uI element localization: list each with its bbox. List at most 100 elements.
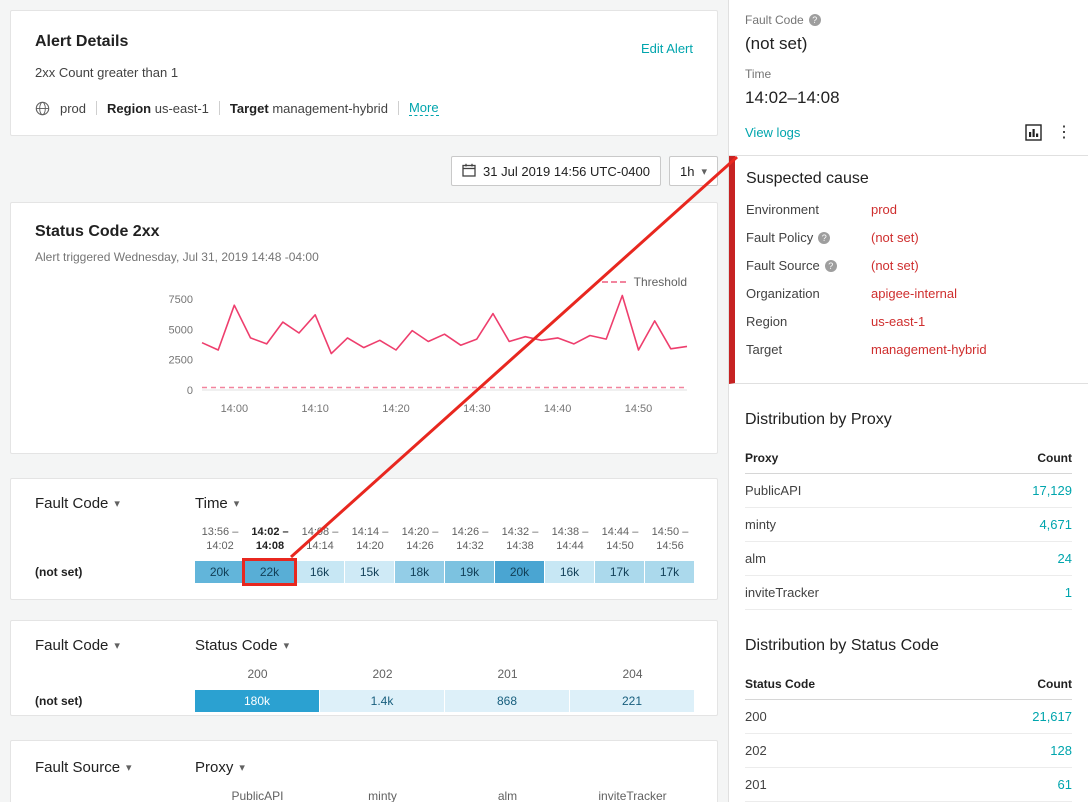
dimension-label: Fault Source — [35, 759, 121, 776]
divider — [96, 101, 98, 115]
fault-code-value: (not set) — [745, 34, 808, 53]
fault-code-dimension-dropdown[interactable]: Fault Code ▾ — [35, 495, 195, 512]
svg-text:14:30: 14:30 — [463, 403, 491, 415]
table-row: inviteTracker 1 — [745, 576, 1072, 610]
alert-condition: 2xx Count greater than 1 — [35, 65, 179, 80]
chevron-down-icon: ▾ — [701, 165, 707, 178]
count-link[interactable]: 21,617 — [1032, 709, 1072, 724]
range-select-button[interactable]: 1h ▾ — [669, 156, 718, 186]
heatmap-column-headers: PublicAPI minty alm inviteTracker — [195, 789, 695, 802]
table-row: 200 21,617 — [745, 700, 1072, 734]
row-label: Region — [746, 314, 788, 329]
distribution-status-title: Distribution by Status Code — [745, 637, 939, 654]
target-item: Target management-hybrid — [230, 101, 388, 116]
table-header-row: Status Code Count — [745, 669, 1072, 700]
heatmap-cell[interactable]: 868 — [445, 689, 569, 712]
column-header-selected: 14:02 –14:08 — [251, 526, 289, 553]
fault-code-status-card: Fault Code ▾ (not set) Status Code ▾ 200… — [10, 620, 718, 716]
suspected-cause-title: Suspected cause — [746, 170, 869, 187]
column-header: Proxy — [745, 451, 779, 465]
chevron-down-icon: ▾ — [114, 498, 120, 510]
fault-source-proxy-card: Fault Source ▾ Proxy ▾ PublicAPI minty a… — [10, 740, 718, 802]
heatmap-cell[interactable]: 17k — [645, 560, 694, 583]
column-header: Status Code — [745, 677, 816, 691]
heatmap-row-dim-column: Fault Code ▾ (not set) — [35, 495, 195, 583]
column-header: 14:08 –14:14 — [301, 526, 339, 553]
distribution-proxy-title: Distribution by Proxy — [745, 411, 892, 428]
svg-text:14:10: 14:10 — [301, 403, 329, 415]
proxy-name: alm — [745, 551, 766, 566]
heatmap-grid: Status Code ▾ 200 202 201 204 180k 1.4k … — [195, 637, 695, 712]
heatmap-cell[interactable]: 180k — [195, 689, 319, 712]
dimension-label: Time — [195, 495, 228, 512]
count-link[interactable]: 128 — [1050, 743, 1072, 758]
heatmap-cell[interactable]: 15k — [345, 560, 394, 583]
proxy-name: inviteTracker — [745, 585, 819, 600]
dimension-label: Fault Code — [35, 495, 109, 512]
proxy-name: PublicAPI — [745, 483, 802, 498]
column-header: 14:32 –14:38 — [501, 526, 539, 553]
heatmap-cell[interactable]: 16k — [295, 560, 344, 583]
chart-title: Status Code 2xx — [35, 223, 160, 240]
count-link[interactable]: 61 — [1057, 777, 1072, 792]
svg-text:7500: 7500 — [169, 294, 193, 306]
svg-text:5000: 5000 — [169, 324, 193, 336]
heatmap-cell[interactable]: 221 — [570, 689, 694, 712]
table-row: minty 4,671 — [745, 508, 1072, 542]
more-link[interactable]: More — [408, 100, 439, 116]
svg-text:14:20: 14:20 — [382, 403, 410, 415]
count-link[interactable]: 24 — [1057, 551, 1072, 566]
heatmap-column-headers: 200 202 201 204 — [195, 667, 695, 683]
heatmap-cell[interactable]: 1.4k — [320, 689, 444, 712]
panel-actions-row: View logs ⋮ — [745, 124, 1072, 141]
fault-code-dimension-dropdown[interactable]: Fault Code ▾ — [35, 637, 195, 654]
chevron-down-icon: ▾ — [233, 498, 240, 510]
count-link[interactable]: 1 — [1064, 585, 1072, 600]
row-label: Environment — [746, 202, 819, 217]
suspected-cause-table: Environment prod Fault Policy? (not set)… — [746, 202, 1072, 357]
column-header: 13:56 –14:02 — [201, 526, 239, 553]
heatmap-cell[interactable]: 20k — [495, 560, 544, 583]
status-code: 201 — [745, 777, 767, 792]
count-link[interactable]: 17,129 — [1032, 483, 1072, 498]
row-value: (not set) — [871, 258, 919, 273]
proxy-dimension-dropdown[interactable]: Proxy ▾ — [195, 759, 245, 776]
heatmap-row-label: (not set) — [35, 564, 83, 579]
time-dimension-dropdown[interactable]: Time ▾ — [195, 495, 239, 512]
svg-text:0: 0 — [187, 385, 193, 397]
heatmap-cell-selected[interactable]: 22k — [242, 557, 297, 586]
help-icon[interactable]: ? — [808, 14, 821, 26]
region-value: us-east-1 — [154, 100, 209, 116]
edit-alert-link[interactable]: Edit Alert — [640, 41, 693, 56]
help-icon[interactable]: ? — [818, 231, 831, 244]
count-link[interactable]: 4,671 — [1039, 517, 1072, 532]
environment-value: prod — [60, 100, 87, 116]
dimension-label: Fault Code — [35, 637, 109, 654]
help-icon[interactable]: ? — [824, 259, 837, 272]
heatmap-cell[interactable]: 19k — [445, 560, 494, 583]
chart-subtitle: Alert triggered Wednesday, Jul 31, 2019 … — [35, 250, 319, 264]
heatmap-cell[interactable]: 16k — [545, 560, 594, 583]
heatmap-row-dim-column: Fault Code ▾ (not set) — [35, 637, 195, 712]
proxy-name: minty — [745, 517, 777, 532]
view-logs-link[interactable]: View logs — [745, 125, 801, 140]
column-header: 202 — [372, 667, 393, 681]
column-header: 201 — [497, 667, 518, 681]
time-label: Time — [745, 67, 772, 81]
datetime-picker-button[interactable]: 31 Jul 2019 14:56 UTC-0400 — [451, 156, 661, 186]
heatmap-cell[interactable]: 18k — [395, 560, 444, 583]
heatmap-cell[interactable]: 20k — [195, 560, 244, 583]
divider — [397, 101, 399, 115]
status-code-dimension-dropdown[interactable]: Status Code ▾ — [195, 637, 289, 654]
row-label: Organization — [746, 286, 820, 301]
row-label: Fault Policy? — [746, 230, 871, 245]
heatmap-cell[interactable]: 17k — [595, 560, 644, 583]
chevron-down-icon: ▾ — [283, 640, 290, 652]
fault-source-dimension-dropdown[interactable]: Fault Source ▾ — [35, 759, 195, 776]
heatmap-column-headers: 13:56 –14:02 14:02 –14:08 14:08 –14:14 1… — [195, 525, 695, 554]
distribution-proxy-table: Proxy Count PublicAPI 17,129 minty 4,671… — [745, 443, 1072, 610]
kebab-menu-icon[interactable]: ⋮ — [1056, 123, 1072, 141]
bar-chart-icon[interactable] — [1025, 124, 1042, 141]
column-header: inviteTracker — [598, 789, 667, 802]
column-header: 14:50 –14:56 — [651, 526, 689, 553]
